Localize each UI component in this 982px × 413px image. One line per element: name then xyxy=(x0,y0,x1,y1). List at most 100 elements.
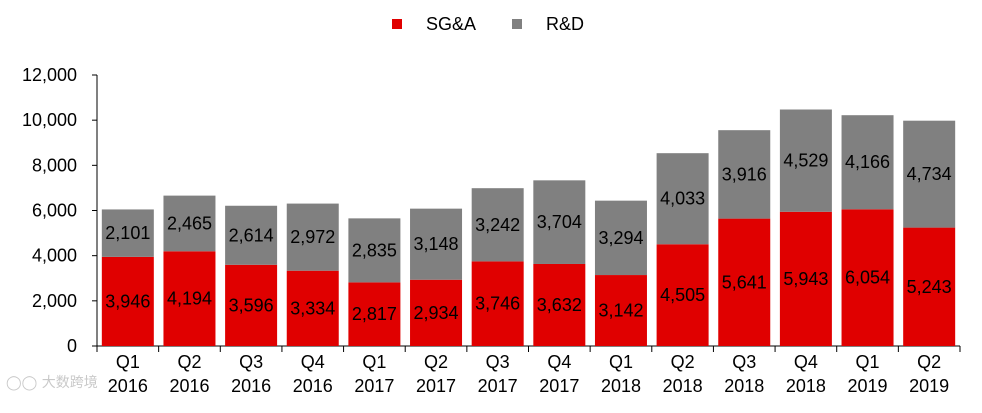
bar-sga xyxy=(101,256,154,346)
bar-rd xyxy=(410,208,463,280)
y-tick-label: 12,000 xyxy=(22,65,77,85)
x-tick-label-quarter: Q2 xyxy=(671,352,695,372)
data-label-rd: 3,148 xyxy=(414,234,459,254)
bar-sga xyxy=(903,227,956,346)
data-label-sga: 3,946 xyxy=(105,291,150,311)
bar-sga xyxy=(225,264,278,346)
y-tick-label: 2,000 xyxy=(32,291,77,311)
data-label-sga: 4,505 xyxy=(660,285,705,305)
x-tick-label-quarter: Q2 xyxy=(917,352,941,372)
bar-sga xyxy=(718,218,771,346)
bar-rd xyxy=(101,209,154,257)
x-tick-label-year: 2016 xyxy=(293,376,333,396)
eye-logo-icon: ◯◯ xyxy=(6,375,38,391)
bar-sga xyxy=(163,251,216,346)
data-label-rd: 2,101 xyxy=(105,223,150,243)
x-tick-label-quarter: Q1 xyxy=(362,352,386,372)
x-tick-label-quarter: Q1 xyxy=(609,352,633,372)
bar-rd xyxy=(533,180,586,264)
data-label-sga: 5,243 xyxy=(907,277,952,297)
x-tick-label-year: 2018 xyxy=(724,376,764,396)
x-tick-label-year: 2017 xyxy=(354,376,394,396)
x-tick-label-year: 2018 xyxy=(663,376,703,396)
legend-swatch-sga xyxy=(392,19,402,29)
data-label-sga: 2,817 xyxy=(352,304,397,324)
bar-rd xyxy=(841,115,894,210)
x-tick-label-year: 2019 xyxy=(909,376,949,396)
bar-sga xyxy=(779,211,832,346)
bar-sga xyxy=(656,244,709,346)
x-tick-label-year: 2018 xyxy=(786,376,826,396)
x-tick-label-quarter: Q1 xyxy=(856,352,880,372)
data-label-sga: 3,596 xyxy=(229,295,274,315)
data-label-sga: 3,746 xyxy=(475,294,520,314)
data-label-rd: 2,614 xyxy=(229,225,274,245)
bar-rd xyxy=(348,218,401,283)
data-label-sga: 4,194 xyxy=(167,289,212,309)
bar-rd xyxy=(286,203,339,271)
data-label-rd: 4,529 xyxy=(783,151,828,171)
y-tick-label: 8,000 xyxy=(32,155,77,175)
y-tick-label: 10,000 xyxy=(22,110,77,130)
x-tick-label-quarter: Q3 xyxy=(239,352,263,372)
data-label-rd: 4,734 xyxy=(907,164,952,184)
bar-sga xyxy=(533,263,586,346)
x-tick-label-quarter: Q4 xyxy=(547,352,571,372)
data-label-sga: 6,054 xyxy=(845,268,890,288)
bar-rd xyxy=(779,109,832,212)
y-tick-label: 4,000 xyxy=(32,246,77,266)
bar-sga xyxy=(410,279,463,346)
watermark-text: 大数跨境 xyxy=(41,375,98,391)
bar-rd xyxy=(471,188,524,262)
data-label-sga: 3,142 xyxy=(598,301,643,321)
y-tick-label: 6,000 xyxy=(32,201,77,221)
bar-rd xyxy=(903,120,956,228)
data-label-rd: 3,916 xyxy=(722,164,767,184)
bar-rd xyxy=(718,130,771,219)
x-tick-label-year: 2017 xyxy=(539,376,579,396)
bar-rd xyxy=(225,205,278,265)
x-tick-label-quarter: Q4 xyxy=(301,352,325,372)
x-tick-label-year: 2016 xyxy=(108,376,148,396)
legend-label-rd: R&D xyxy=(546,14,584,34)
watermark: ◯◯ 大数跨境 xyxy=(6,372,98,392)
data-label-rd: 2,835 xyxy=(352,240,397,260)
x-tick-label-year: 2016 xyxy=(169,376,209,396)
bar-rd xyxy=(656,153,709,245)
x-tick-label-quarter: Q2 xyxy=(177,352,201,372)
legend-swatch-rd xyxy=(512,19,522,29)
bar-rd xyxy=(594,200,647,276)
x-tick-label-quarter: Q2 xyxy=(424,352,448,372)
data-label-sga: 3,632 xyxy=(537,295,582,315)
x-tick-label-year: 2016 xyxy=(231,376,271,396)
data-label-rd: 4,166 xyxy=(845,152,890,172)
data-label-rd: 3,704 xyxy=(537,212,582,232)
x-tick-label-year: 2018 xyxy=(601,376,641,396)
data-label-rd: 3,242 xyxy=(475,215,520,235)
x-tick-label-year: 2019 xyxy=(848,376,888,396)
data-label-sga: 5,641 xyxy=(722,272,767,292)
bar-rd xyxy=(163,195,216,252)
data-label-rd: 4,033 xyxy=(660,189,705,209)
bar-sga xyxy=(286,270,339,346)
data-label-sga: 5,943 xyxy=(783,269,828,289)
x-tick-label-quarter: Q3 xyxy=(486,352,510,372)
data-label-rd: 3,294 xyxy=(598,228,643,248)
legend-label-sga: SG&A xyxy=(426,14,476,34)
bar-sga xyxy=(594,275,647,346)
bar-sga xyxy=(471,261,524,346)
data-label-rd: 2,465 xyxy=(167,213,212,233)
x-tick-label-quarter: Q1 xyxy=(116,352,140,372)
data-label-sga: 3,334 xyxy=(290,298,335,318)
x-tick-label-quarter: Q4 xyxy=(794,352,818,372)
data-label-sga: 2,934 xyxy=(414,303,459,323)
x-tick-label-quarter: Q3 xyxy=(732,352,756,372)
y-tick-label: 0 xyxy=(67,336,77,356)
bar-sga xyxy=(348,282,401,346)
x-tick-label-year: 2017 xyxy=(478,376,518,396)
bar-sga xyxy=(841,209,894,346)
data-label-rd: 2,972 xyxy=(290,227,335,247)
x-tick-label-year: 2017 xyxy=(416,376,456,396)
